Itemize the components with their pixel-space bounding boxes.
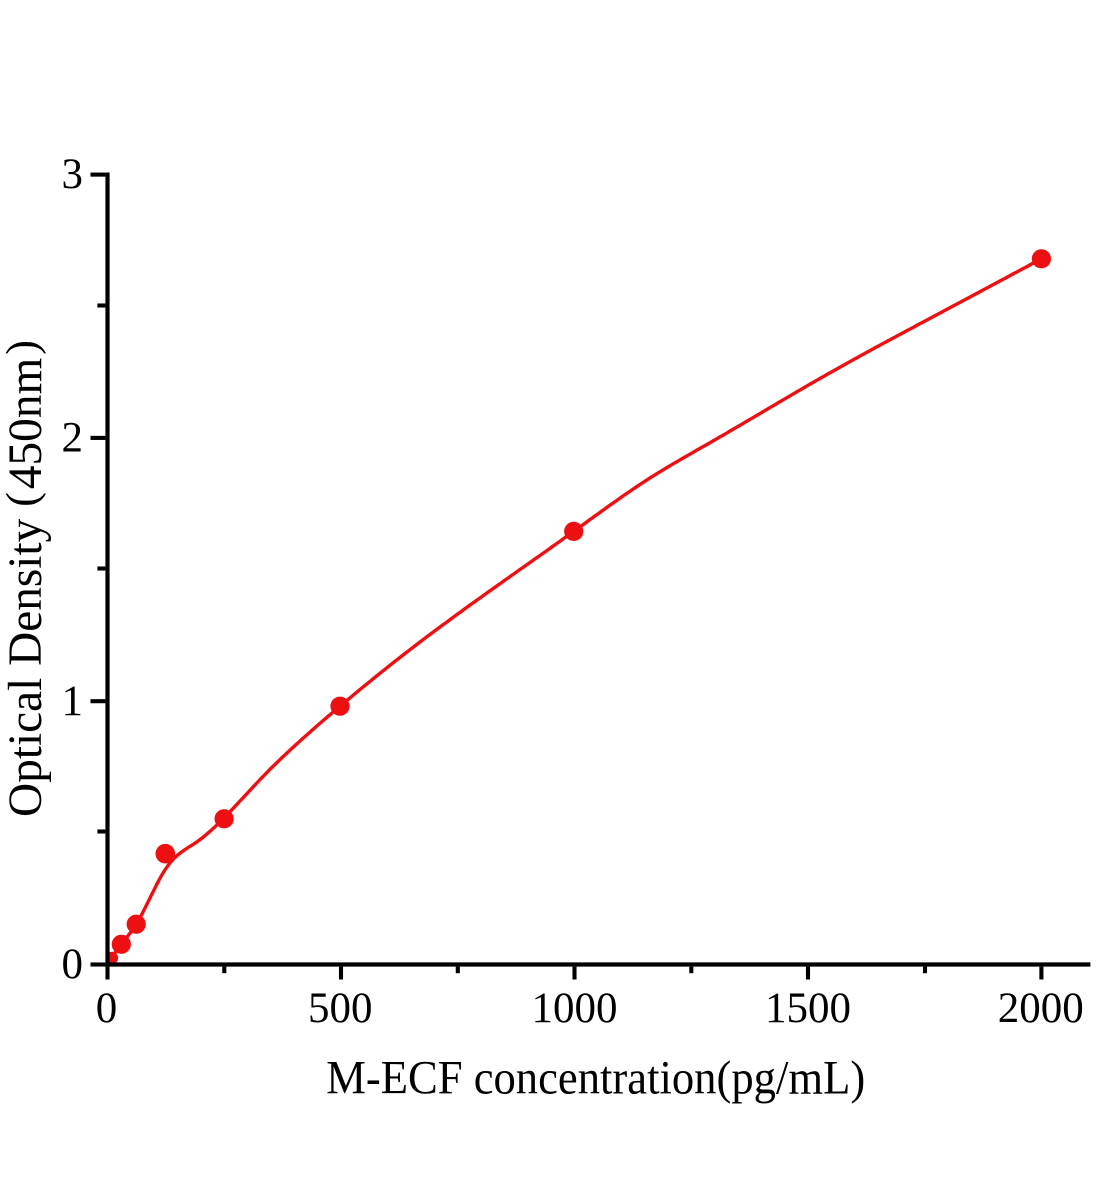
- svg-text:0: 0: [96, 985, 118, 1032]
- svg-text:Optical Density(450nm): Optical Density(450nm): [0, 340, 52, 817]
- svg-text:1500: 1500: [765, 985, 851, 1032]
- svg-text:2: 2: [62, 415, 84, 462]
- svg-text:1: 1: [62, 678, 84, 725]
- svg-text:M-ECF concentration(pg/mL): M-ECF concentration(pg/mL): [326, 1053, 865, 1105]
- svg-text:500: 500: [308, 985, 373, 1032]
- svg-text:1000: 1000: [532, 985, 618, 1032]
- svg-text:3: 3: [62, 151, 84, 198]
- svg-text:2000: 2000: [998, 985, 1084, 1032]
- svg-text:0: 0: [62, 941, 84, 988]
